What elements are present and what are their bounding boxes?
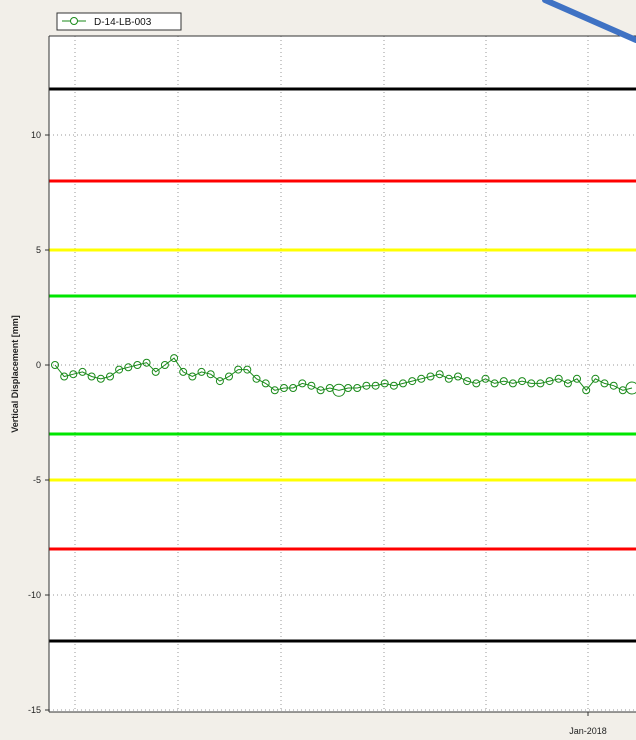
data-point	[69, 370, 78, 379]
data-point	[426, 372, 435, 381]
data-point	[554, 374, 563, 383]
data-point	[582, 386, 591, 395]
data-point	[625, 381, 636, 395]
data-point	[490, 379, 499, 388]
data-point	[518, 377, 527, 386]
data-point	[508, 379, 517, 388]
data-point	[151, 367, 160, 376]
data-point	[289, 384, 298, 392]
data-point	[60, 372, 69, 381]
data-point	[600, 379, 609, 388]
data-point	[472, 379, 481, 388]
data-point	[344, 384, 353, 392]
data-point	[362, 381, 371, 390]
data-point	[243, 365, 252, 374]
data-point	[417, 374, 426, 383]
y-tick-label: -10	[28, 590, 41, 600]
data-point	[179, 367, 188, 376]
data-point	[225, 372, 233, 381]
data-point	[160, 361, 169, 369]
y-tick-label: 10	[31, 130, 41, 140]
y-axis-label: Vertical Displacement [mm]	[10, 315, 20, 433]
data-point	[261, 379, 270, 388]
data-point	[215, 377, 224, 386]
plot-area	[49, 36, 636, 712]
data-point	[399, 379, 407, 388]
data-point	[353, 384, 362, 392]
data-point	[78, 367, 87, 376]
data-point	[234, 365, 243, 374]
data-point	[573, 374, 581, 383]
data-point	[298, 379, 307, 388]
data-point	[609, 381, 618, 390]
legend-box	[56, 12, 182, 31]
data-point	[545, 377, 554, 386]
x-tick-label: Jan-2018	[569, 726, 607, 736]
data-point	[380, 379, 389, 388]
data-point	[316, 386, 325, 395]
data-point	[115, 365, 124, 374]
data-point	[463, 377, 472, 386]
legend-marker	[70, 17, 78, 25]
data-point	[170, 354, 179, 363]
y-tick-label: 5	[36, 245, 41, 255]
data-point	[454, 372, 462, 381]
data-point	[197, 367, 206, 376]
data-point	[591, 374, 600, 383]
data-point	[51, 361, 59, 369]
data-point	[188, 372, 197, 381]
data-point	[536, 379, 545, 388]
data-point	[142, 358, 151, 367]
data-point	[124, 363, 133, 372]
y-tick-label: -15	[28, 705, 41, 715]
data-point	[252, 374, 261, 383]
data-point	[206, 370, 215, 379]
data-point	[270, 386, 279, 395]
data-point	[499, 377, 508, 386]
data-point	[371, 381, 380, 390]
data-point	[408, 377, 417, 386]
legend-label: D-14-LB-003	[94, 17, 152, 28]
y-tick-label: 0	[36, 360, 41, 370]
data-point	[527, 379, 536, 388]
series-line	[54, 357, 633, 392]
data-point	[87, 372, 96, 381]
data-point	[389, 381, 398, 390]
data-point	[106, 372, 114, 381]
data-point	[444, 374, 453, 383]
y-tick-label: -5	[33, 475, 41, 485]
data-point	[481, 374, 490, 383]
data-point	[435, 370, 444, 379]
annotation-arrow	[542, 0, 636, 43]
data-point	[563, 379, 572, 388]
data-point	[280, 384, 288, 392]
data-point	[307, 381, 316, 390]
data-point	[133, 361, 142, 369]
data-point	[96, 374, 105, 383]
